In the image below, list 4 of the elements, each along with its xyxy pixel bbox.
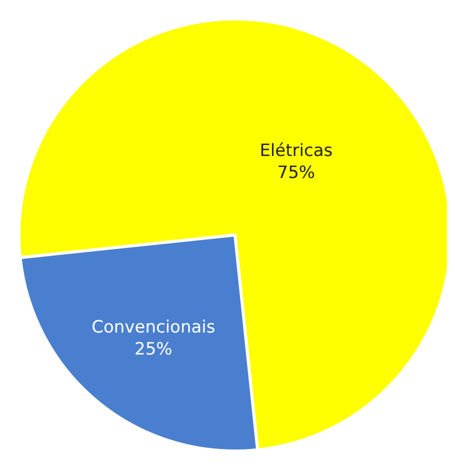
data-label: 75%: [277, 163, 316, 184]
data-label: 25%: [134, 339, 172, 360]
slice-label: Elétricas: [260, 141, 333, 162]
slice-label: Convencionais: [92, 317, 216, 338]
